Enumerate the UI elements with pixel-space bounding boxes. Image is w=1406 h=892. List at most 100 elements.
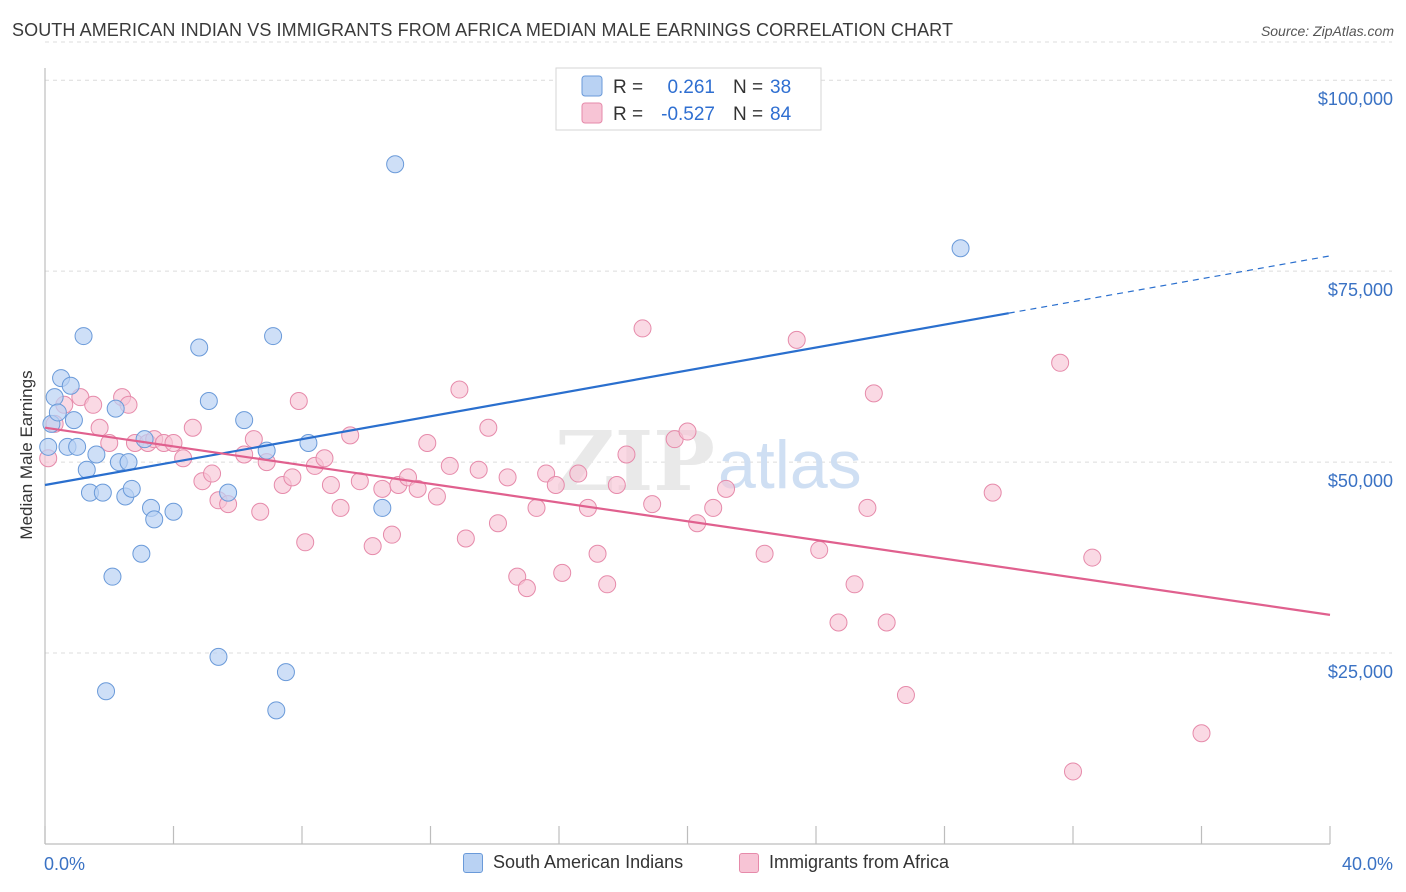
watermark-atlas: atlas [718,427,862,503]
africa-point-80 [1083,548,1102,567]
south-american-point-15 [106,399,125,418]
africa-point-22 [251,502,270,521]
africa-point-64 [678,422,697,441]
africa-point-61 [633,319,652,338]
africa-point-59 [607,476,626,495]
africa-point-48 [498,468,517,487]
south-american-point-13 [93,483,112,502]
africa-point-50 [517,579,536,598]
africa-point-43 [450,380,469,399]
x-tick-label-1: 40.0% [1342,854,1393,874]
africa-point-78 [1051,353,1070,372]
south-american-point-24 [164,502,183,521]
south-american-point-27 [219,483,238,502]
africa-point-69 [787,330,806,349]
south-american-point-37 [267,701,286,720]
legend-swatch-blue [581,75,603,97]
africa-point-73 [858,498,877,517]
y-tick-label-0: $25,000 [1328,662,1393,682]
africa-point-71 [829,613,848,632]
africa-point-17 [203,464,222,483]
south-american-trend-line [44,312,1009,487]
africa-point-62 [643,495,662,514]
bottom-legend-item-africa: Immigrants from Africa [739,852,949,873]
africa-point-74 [864,384,883,403]
legend-n-label-2: N = [733,104,763,125]
y-tick-labels: $25,000 $50,000 $75,000 $100,000 [1318,89,1393,682]
south-american-point-23 [145,510,164,529]
south-american-point-7 [64,411,83,430]
correlation-legend: R = 0.261 N = 38 R = -0.527 N = 84 [555,67,822,131]
south-american-point-14 [103,567,122,586]
africa-point-81 [1192,724,1211,743]
africa-point-60 [617,445,636,464]
chart-title: SOUTH AMERICAN INDIAN VS IMMIGRANTS FROM… [12,20,954,40]
south-american-point-20 [132,544,151,563]
legend-r-value-2: -0.527 [661,104,715,125]
africa-point-44 [456,529,475,548]
africa-point-76 [896,686,915,705]
series-africa-points [39,319,1211,781]
south-american-point-33 [373,498,392,517]
south-american-point-19 [122,479,141,498]
africa-point-25 [283,468,302,487]
africa-point-79 [1064,762,1082,781]
y-tick-label-3: $100,000 [1318,89,1393,109]
africa-point-67 [717,479,736,498]
africa-point-27 [296,533,315,552]
africa-point-57 [588,544,607,563]
south-american-point-12 [87,445,106,464]
south-american-point-6 [61,376,80,395]
legend-r-label-1: R = [613,77,643,98]
africa-point-15 [183,418,202,437]
africa-point-5 [90,418,109,437]
legend-r-label-2: R = [613,104,643,125]
south-american-point-25 [190,338,209,357]
africa-point-47 [488,514,507,533]
south-american-point-9 [74,327,93,346]
south-american-point-2 [45,388,64,407]
source-label: Source: ZipAtlas.com [1260,23,1394,39]
south-american-point-35 [97,682,116,701]
africa-point-41 [427,487,446,506]
south-american-point-34 [386,155,405,174]
legend-r-value-1: 0.261 [667,77,715,98]
africa-point-77 [983,483,1002,502]
watermark: ZIP atlas [555,414,862,510]
bottom-legend: South American Indians Immigrants from A… [0,852,1406,880]
south-american-point-3 [48,403,67,422]
south-american-point-21 [135,430,154,449]
legend-n-label-1: N = [733,77,763,98]
africa-point-29 [315,449,334,468]
bottom-legend-label-1: South American Indians [493,852,684,872]
y-tick-label-1: $50,000 [1328,471,1393,491]
africa-point-58 [598,575,617,594]
africa-point-30 [321,476,340,495]
bottom-legend-label-2: Immigrants from Africa [769,852,950,872]
africa-point-51 [527,498,546,517]
africa-point-31 [331,498,350,517]
south-american-point-26 [199,391,218,410]
africa-point-42 [440,456,459,475]
bottom-legend-swatch-pink [739,852,759,873]
bottom-legend-swatch-blue [463,852,483,873]
south-american-trend-extension [1008,255,1331,314]
africa-point-26 [289,391,308,410]
africa-point-13 [164,434,183,452]
south-american-point-28 [235,411,254,430]
y-axis-label: Median Male Earnings [17,370,36,539]
africa-point-46 [479,418,498,437]
x-tick-labels: 0.0% 40.0% [44,854,1393,874]
africa-point-39 [408,479,427,498]
africa-point-75 [877,613,896,632]
gridlines [45,41,1392,654]
legend-n-value-2: 84 [770,104,792,125]
series-south-american-points [39,155,970,720]
africa-trend-line [44,426,1331,616]
legend-n-value-1: 38 [770,77,791,98]
south-american-point-0 [39,437,58,456]
south-american-point-8 [68,437,87,456]
south-american-point-30 [264,327,283,346]
africa-point-45 [469,460,488,479]
south-american-point-36 [209,647,228,666]
